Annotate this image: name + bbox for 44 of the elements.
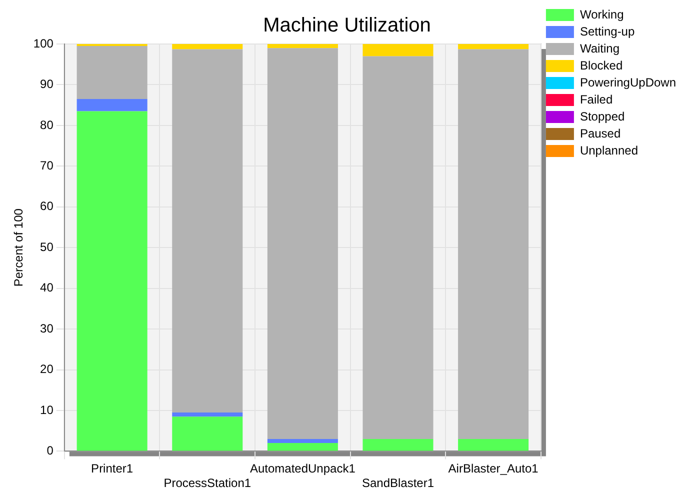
x-tick-label: ProcessStation1 [164,476,252,490]
y-axis-title: Percent of 100 [12,208,26,287]
bar [172,416,243,451]
bar [458,44,529,50]
bar [76,46,148,99]
bar [267,44,338,48]
y-tick-label: 80 [40,118,54,132]
bar [76,98,148,112]
legend-label: Unplanned [580,143,638,158]
legend-label: Waiting [580,41,620,56]
bar [362,44,434,56]
bar [172,412,243,417]
bar [267,48,338,439]
y-tick-label: 60 [40,199,54,214]
y-tick-label: 70 [40,158,54,172]
bar [267,443,338,451]
y-tick-label: 50 [40,240,54,254]
legend-label: Stopped [580,109,625,124]
y-tick-label: 0 [46,444,54,458]
legend-label: Blocked [580,58,623,72]
y-tick-label: 10 [40,402,54,417]
y-tick-label: 20 [40,362,54,376]
x-tick-label: AirBlaster_Auto1 [448,462,539,476]
bar [172,44,243,50]
y-tick-label: 90 [40,77,54,92]
legend-label: Failed [580,92,613,106]
bar [267,438,338,444]
legend-label: PoweringUpDown [580,75,676,90]
bar [76,111,148,451]
bar [172,49,243,413]
y-tick-label: 100 [33,36,54,50]
y-tick-label: 40 [40,280,54,295]
x-tick-label: SandBlaster1 [362,476,434,490]
x-tick-label: Printer1 [91,462,134,476]
legend-label: Working [580,7,624,22]
bar [458,49,529,439]
bar [458,438,529,451]
legend-label: Setting-up [580,24,635,38]
legend-label: Paused [580,126,621,140]
bar [362,438,434,451]
bar [362,56,434,439]
x-tick-label: AutomatedUnpack1 [250,462,356,476]
chart-title: Machine Utilization [263,14,431,37]
y-tick-label: 30 [40,321,54,336]
